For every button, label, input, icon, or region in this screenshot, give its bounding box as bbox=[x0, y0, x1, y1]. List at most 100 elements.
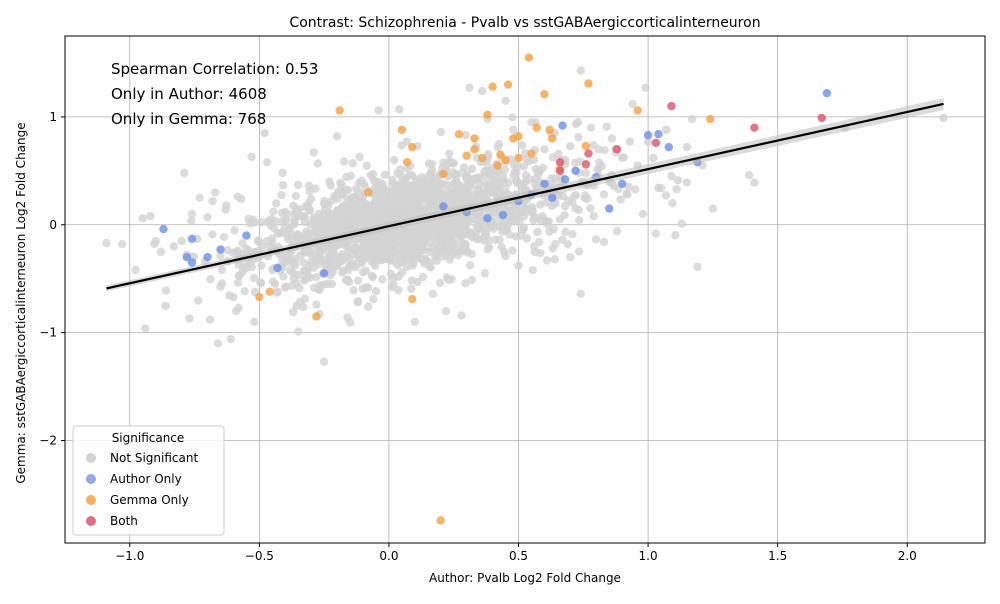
point-not-significant bbox=[571, 158, 580, 168]
point-not-significant bbox=[254, 236, 263, 245]
point-not-significant bbox=[521, 148, 530, 158]
point-not-significant bbox=[476, 190, 485, 200]
point-not-significant bbox=[419, 256, 428, 266]
point-not-significant bbox=[423, 182, 433, 192]
point-not-significant bbox=[313, 159, 322, 168]
point-not-significant bbox=[468, 214, 477, 224]
point-not-significant bbox=[418, 272, 428, 282]
point-not-significant bbox=[352, 214, 361, 224]
point-not-significant bbox=[461, 279, 470, 288]
point-not-significant bbox=[194, 296, 203, 305]
point-not-significant bbox=[643, 137, 653, 146]
legend-label-both: Both bbox=[110, 514, 138, 528]
point-not-significant bbox=[269, 207, 278, 216]
point-not-significant bbox=[247, 152, 256, 162]
point-not-significant bbox=[370, 190, 379, 200]
series-both bbox=[555, 101, 826, 176]
point-not-significant bbox=[551, 239, 560, 249]
point-not-significant bbox=[273, 287, 282, 296]
point-gemma-only bbox=[548, 134, 557, 143]
point-not-significant bbox=[404, 224, 414, 234]
point-not-significant bbox=[656, 183, 666, 193]
x-tick-label: 0.5 bbox=[509, 549, 528, 563]
point-not-significant bbox=[445, 149, 454, 158]
point-not-significant bbox=[242, 244, 251, 253]
point-not-significant bbox=[509, 125, 518, 135]
point-not-significant bbox=[465, 83, 474, 92]
point-not-significant bbox=[617, 153, 627, 163]
point-not-significant bbox=[594, 158, 604, 167]
point-not-significant bbox=[475, 211, 484, 221]
legend-marker-author-only bbox=[86, 474, 96, 484]
point-not-significant bbox=[687, 114, 697, 124]
point-not-significant bbox=[401, 198, 410, 207]
point-not-significant bbox=[187, 216, 196, 226]
regression-layer bbox=[106, 97, 944, 292]
point-not-significant bbox=[357, 176, 366, 185]
point-not-significant bbox=[599, 237, 609, 247]
point-not-significant bbox=[309, 148, 318, 157]
point-not-significant bbox=[384, 242, 393, 251]
point-not-significant bbox=[458, 168, 467, 177]
point-not-significant bbox=[180, 168, 189, 178]
legend-marker-not-significant bbox=[86, 453, 96, 463]
point-not-significant bbox=[461, 130, 470, 140]
point-not-significant bbox=[357, 259, 366, 268]
regression-line bbox=[106, 102, 944, 290]
point-not-significant bbox=[661, 191, 671, 200]
point-not-significant bbox=[314, 284, 324, 294]
point-not-significant bbox=[384, 200, 394, 209]
point-both bbox=[612, 145, 622, 154]
point-both bbox=[581, 160, 591, 169]
point-not-significant bbox=[338, 189, 347, 198]
point-not-significant bbox=[426, 228, 436, 238]
point-not-significant bbox=[290, 218, 299, 227]
point-not-significant bbox=[574, 247, 584, 256]
point-not-significant bbox=[278, 168, 287, 178]
point-not-significant bbox=[256, 278, 265, 287]
point-gemma-only bbox=[255, 292, 264, 302]
point-not-significant bbox=[102, 238, 111, 248]
point-gemma-only bbox=[335, 106, 344, 115]
point-gemma-only bbox=[488, 82, 497, 91]
point-gemma-only bbox=[408, 295, 417, 304]
point-not-significant bbox=[708, 204, 718, 213]
point-not-significant bbox=[467, 249, 477, 259]
point-not-significant bbox=[438, 252, 448, 261]
point-not-significant bbox=[327, 279, 337, 289]
point-not-significant bbox=[380, 170, 390, 180]
point-not-significant bbox=[599, 190, 609, 199]
point-not-significant bbox=[438, 163, 447, 172]
point-not-significant bbox=[426, 263, 435, 272]
legend-marker-both bbox=[86, 516, 96, 526]
point-author-only bbox=[203, 252, 212, 262]
point-not-significant bbox=[672, 184, 681, 194]
x-tick-label: 2.0 bbox=[898, 549, 917, 563]
point-not-significant bbox=[540, 145, 549, 154]
point-not-significant bbox=[205, 315, 215, 324]
point-not-significant bbox=[671, 231, 680, 240]
point-not-significant bbox=[638, 209, 648, 219]
point-not-significant bbox=[343, 313, 352, 322]
point-not-significant bbox=[353, 206, 363, 215]
point-not-significant bbox=[397, 268, 407, 277]
point-not-significant bbox=[516, 231, 526, 240]
point-not-significant bbox=[483, 245, 492, 254]
point-not-significant bbox=[455, 181, 465, 190]
point-not-significant bbox=[668, 199, 677, 208]
point-author-only bbox=[439, 202, 448, 211]
point-not-significant bbox=[300, 294, 310, 303]
point-both bbox=[555, 158, 565, 167]
point-not-significant bbox=[623, 190, 632, 199]
point-not-significant bbox=[332, 132, 342, 141]
point-not-significant bbox=[367, 271, 377, 280]
point-not-significant bbox=[566, 252, 575, 262]
point-not-significant bbox=[682, 142, 692, 152]
point-author-only bbox=[242, 231, 251, 240]
point-not-significant bbox=[593, 165, 602, 174]
point-not-significant bbox=[388, 175, 397, 185]
point-gemma-only bbox=[532, 123, 541, 132]
axis-ticks: −1.0 −0.5 0.0 0.5 1.0 1.5 2.0 −2 −1 0 1 bbox=[39, 110, 917, 563]
legend-label-author-only: Author Only bbox=[110, 472, 182, 486]
point-not-significant bbox=[474, 223, 484, 233]
